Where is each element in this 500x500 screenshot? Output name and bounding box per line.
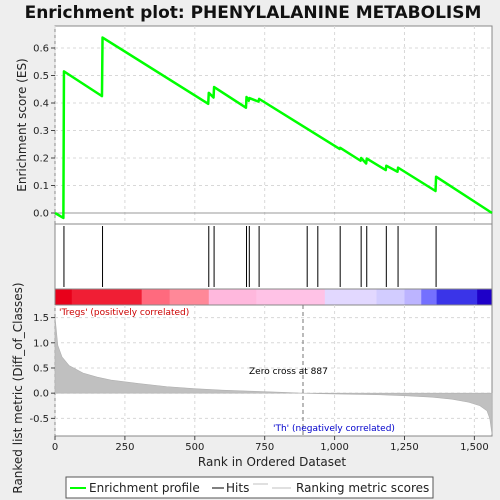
- metric-y-axis-label: Ranked list metric (Diff_of_Classes): [11, 282, 25, 493]
- metric-tick-label: -0.5: [29, 414, 49, 425]
- es-panel: [54, 25, 493, 225]
- colorbar-segment: [477, 289, 493, 305]
- colorbar-segment: [208, 289, 257, 305]
- metric-tick-label: 1.0: [33, 338, 49, 349]
- x-tick-label: 0: [52, 442, 58, 453]
- x-tick-label: 1,000: [320, 442, 349, 453]
- zero-cross-label: Zero cross at 887: [249, 367, 328, 377]
- colorbar: [54, 288, 493, 306]
- chart-title: Enrichment plot: PHENYLALANINE METABOLIS…: [25, 3, 482, 23]
- enrichment-profile-line: [54, 36, 493, 220]
- es-tick-label: 0.0: [33, 209, 49, 220]
- x-tick-label: 1,500: [460, 442, 489, 453]
- colorbar-segment: [421, 289, 438, 305]
- es-tick-label: 0.6: [33, 44, 49, 55]
- metric-y-ticks: 1.5 1.0 0.5 0.0 -0.5: [29, 313, 55, 425]
- legend-box: [65, 476, 434, 499]
- ranking-metric-fill: [54, 316, 493, 435]
- hits-panel: [54, 223, 493, 290]
- x-tick-label: 250: [115, 442, 134, 453]
- colorbar-segment: [324, 289, 378, 305]
- es-tick-label: 0.3: [33, 126, 49, 137]
- x-ticks: 0 250 500 750 1,000 1,250 1,500: [52, 436, 489, 453]
- x-tick-label: 1,250: [390, 442, 419, 453]
- es-y-axis-label: Enrichment score (ES): [15, 58, 29, 191]
- es-y-ticks: 0.0 0.1 0.2 0.3 0.4 0.5 0.6: [33, 44, 55, 220]
- x-tick-label: 750: [255, 442, 274, 453]
- metric-tick-label: 0.0: [33, 389, 49, 400]
- colorbar-segment: [256, 289, 326, 305]
- colorbar-segment: [169, 289, 210, 305]
- colorbar-segment: [436, 289, 478, 305]
- es-tick-label: 0.4: [33, 99, 49, 110]
- colorbar-segment: [376, 289, 405, 305]
- neg-corr-label: 'Th' (negatively correlated): [273, 424, 395, 434]
- es-series-line: [54, 36, 493, 220]
- metric-panel: [54, 304, 493, 437]
- metric-annotations: 'Tregs' (positively correlated) Zero cro…: [59, 308, 395, 434]
- metric-tick-label: 1.5: [33, 313, 49, 324]
- x-tick-label: 500: [185, 442, 204, 453]
- pos-corr-label: 'Tregs' (positively correlated): [59, 308, 189, 318]
- hit-lines: [63, 226, 437, 287]
- legend: Enrichment profile Hits Ranking metric s…: [65, 476, 434, 499]
- legend-metric-label: Ranking metric scores: [296, 481, 429, 495]
- colorbar-segment: [404, 289, 422, 305]
- colorbar-segment: [71, 289, 143, 305]
- es-tick-label: 0.5: [33, 71, 49, 82]
- colorbar-segment: [55, 289, 73, 305]
- colorbar-segment: [141, 289, 171, 305]
- metric-tick-label: 0.5: [33, 363, 49, 374]
- x-axis-label: Rank in Ordered Dataset: [198, 455, 346, 469]
- legend-hits-label: Hits: [226, 481, 249, 495]
- ranking-metric-area: [54, 305, 493, 436]
- legend-es-label: Enrichment profile: [89, 481, 200, 495]
- es-tick-label: 0.2: [33, 154, 49, 165]
- es-grid: [54, 26, 492, 224]
- es-tick-label: 0.1: [33, 181, 49, 192]
